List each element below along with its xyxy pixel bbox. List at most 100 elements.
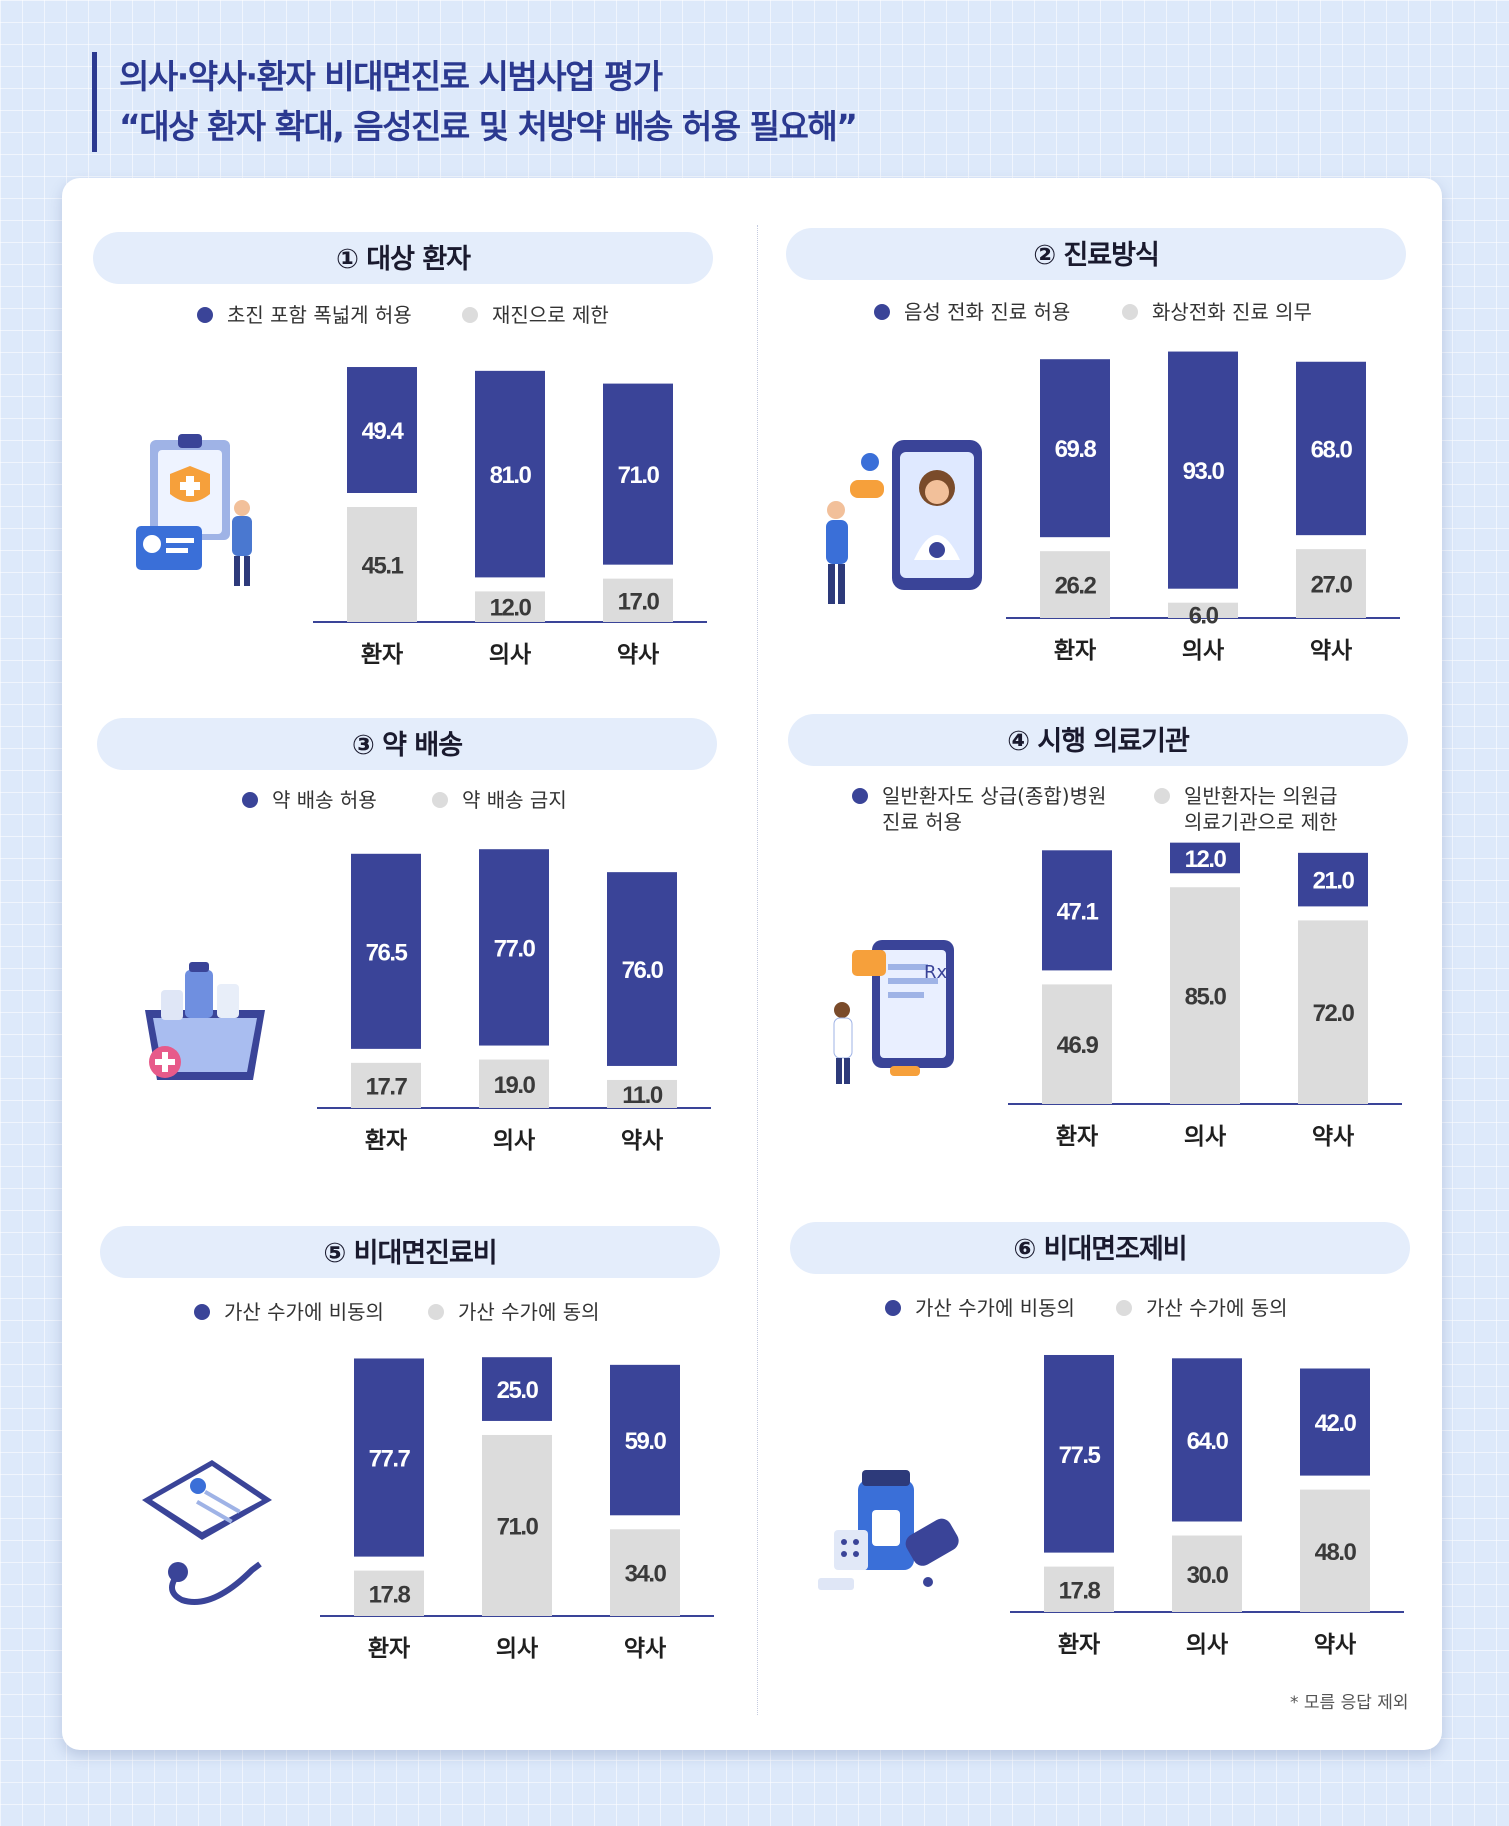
chart-title: ① 대상 환자	[336, 244, 471, 275]
value-label-secondary: 17.7	[366, 1073, 408, 1100]
illustration-icon	[818, 1470, 963, 1590]
bar-primary	[347, 367, 417, 493]
value-label-primary: 12.0	[1185, 846, 1227, 873]
bar-secondary	[1042, 984, 1112, 1104]
value-label-primary: 93.0	[1183, 458, 1225, 485]
legend-dot	[432, 792, 448, 808]
bar-secondary	[603, 578, 673, 622]
value-label-secondary: 71.0	[497, 1513, 539, 1540]
value-label-primary: 49.4	[362, 418, 405, 445]
bar-secondary	[1300, 1489, 1370, 1612]
legend-label: 재진으로 제한	[492, 303, 609, 327]
legend-label: 음성 전화 진료 허용	[904, 300, 1070, 324]
value-label-primary: 71.0	[618, 462, 660, 489]
chart-title: ② 진료방식	[1033, 240, 1159, 271]
legend-dot	[1154, 788, 1170, 804]
value-label-primary: 68.0	[1311, 436, 1353, 463]
value-label-primary: 21.0	[1313, 868, 1355, 895]
illustration-icon	[142, 1460, 272, 1602]
chart-title-pill	[93, 232, 713, 284]
value-label-primary: 81.0	[490, 462, 532, 489]
chart-title-pill	[97, 718, 717, 770]
bar-secondary	[607, 1079, 677, 1108]
value-label-secondary: 11.0	[622, 1082, 663, 1109]
bar-primary	[607, 872, 677, 1066]
category-label: 환자	[365, 1128, 407, 1154]
legend-label: 가산 수가에 동의	[458, 1300, 600, 1324]
value-label-primary: 69.8	[1055, 436, 1097, 463]
value-label-secondary: 19.0	[494, 1072, 536, 1099]
chart-panel-3: ③ 약 배송약 배송 허용 약 배송 금지 76.5 17.7 환자 77.0 19.0 의사…	[97, 718, 717, 1154]
bar-primary	[479, 849, 549, 1046]
chart-title: ⑤ 비대면진료비	[323, 1238, 496, 1269]
value-label-secondary: 17.8	[1059, 1577, 1101, 1604]
illustration-icon	[833, 939, 955, 1085]
illustration-icon	[136, 434, 252, 586]
legend-dot	[462, 307, 478, 323]
legend-label: 일반환자도 상급(종합)병원 진료 허용	[882, 784, 1106, 834]
category-label: 약사	[624, 1636, 666, 1662]
value-label-primary: 47.1	[1057, 898, 1099, 925]
category-label: 의사	[1186, 1632, 1228, 1658]
bar-secondary	[1172, 1535, 1242, 1612]
bar-secondary	[610, 1529, 680, 1616]
value-label-primary: 76.5	[366, 939, 408, 966]
bar-primary	[1170, 842, 1240, 874]
value-label-secondary: 34.0	[625, 1561, 667, 1588]
legend-label: 약 배송 금지	[462, 788, 567, 812]
value-label-secondary: 6.0	[1189, 603, 1219, 630]
value-label-secondary: 85.0	[1185, 984, 1227, 1011]
footnote: * 모름 응답 제외	[1290, 1693, 1409, 1713]
bar-secondary	[347, 506, 417, 622]
category-label: 의사	[489, 642, 531, 668]
chart-title-pill	[100, 1226, 720, 1278]
category-label: 의사	[496, 1636, 538, 1662]
legend-label: 화상전화 진료 의무	[1152, 300, 1312, 324]
category-label: 환자	[361, 642, 403, 668]
legend-label: 가산 수가에 비동의	[915, 1296, 1075, 1320]
value-label-secondary: 72.0	[1313, 1000, 1355, 1027]
value-label-primary: 77.5	[1059, 1442, 1101, 1469]
illustration-icon	[826, 440, 982, 604]
bar-primary	[603, 383, 673, 565]
bar-primary	[1298, 852, 1368, 907]
bar-primary	[1296, 361, 1366, 536]
bar-primary	[1044, 1354, 1114, 1553]
value-label-secondary: 45.1	[362, 552, 404, 579]
bar-primary	[610, 1364, 680, 1516]
bar-secondary	[1298, 920, 1368, 1104]
column-divider	[757, 225, 758, 1715]
category-label: 환자	[1056, 1124, 1098, 1150]
bar-secondary	[1296, 549, 1366, 618]
legend-dot	[194, 1304, 210, 1320]
legend-dot	[885, 1300, 901, 1316]
bar-primary	[1040, 359, 1110, 538]
chart-title-pill	[788, 714, 1408, 766]
bar-secondary	[354, 1570, 424, 1616]
chart-title-pill	[790, 1222, 1410, 1274]
legend-dot	[197, 307, 213, 323]
legend-label-line: 의료기관으로 제한	[1184, 810, 1338, 834]
value-label-primary: 77.7	[369, 1446, 411, 1473]
value-label-secondary: 27.0	[1311, 572, 1353, 599]
legend-label-line: 진료 허용	[882, 810, 962, 834]
value-label-primary: 42.0	[1315, 1410, 1357, 1437]
category-label: 약사	[1312, 1124, 1354, 1150]
category-label: 약사	[617, 642, 659, 668]
page-title: 의사·약사·환자 비대면진료 시범사업 평가	[119, 57, 663, 96]
category-label: 환자	[1058, 1632, 1100, 1658]
legend-label: 가산 수가에 동의	[1146, 1296, 1288, 1320]
value-label-secondary: 48.0	[1315, 1539, 1357, 1566]
bar-primary	[1300, 1368, 1370, 1476]
bar-secondary	[1040, 551, 1110, 618]
value-label-primary: 77.0	[494, 935, 536, 962]
value-label-secondary: 17.0	[618, 588, 660, 615]
legend-dot	[242, 792, 258, 808]
page-header: 의사·약사·환자 비대면진료 시범사업 평가 “대상 환자 확대, 음성진료 및…	[92, 52, 858, 152]
value-label-primary: 25.0	[497, 1377, 539, 1404]
legend-label: 약 배송 허용	[272, 788, 377, 812]
